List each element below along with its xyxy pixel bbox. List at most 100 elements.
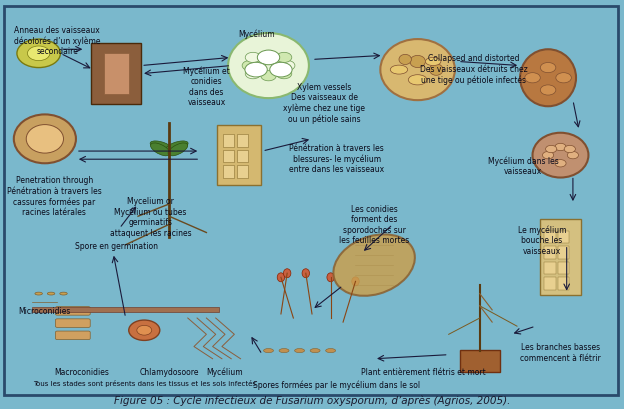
FancyBboxPatch shape <box>217 126 261 185</box>
Ellipse shape <box>310 349 320 353</box>
Text: Pénétration à travers les
blessures- le mycélium
entre dans les vaisseaux: Pénétration à travers les blessures- le … <box>290 144 384 174</box>
Circle shape <box>27 47 50 61</box>
Bar <box>237 135 248 147</box>
Bar <box>544 262 555 274</box>
Ellipse shape <box>567 152 578 160</box>
Ellipse shape <box>261 72 276 82</box>
Ellipse shape <box>14 115 76 164</box>
FancyBboxPatch shape <box>56 307 90 315</box>
Ellipse shape <box>26 125 64 154</box>
Ellipse shape <box>410 56 426 68</box>
Bar <box>544 247 555 259</box>
Ellipse shape <box>540 63 556 74</box>
Text: Tous les stades sont présents dans les tissus et les sols infectés: Tous les stades sont présents dans les t… <box>33 379 256 386</box>
Ellipse shape <box>564 146 575 153</box>
Text: Mycélium dans les
vaisseaux: Mycélium dans les vaisseaux <box>488 156 558 175</box>
Ellipse shape <box>520 50 576 107</box>
Ellipse shape <box>168 144 188 156</box>
Ellipse shape <box>166 142 188 152</box>
Text: Mycélium et
conidies
dans des
vaisseaux: Mycélium et conidies dans des vaisseaux <box>183 66 230 107</box>
Ellipse shape <box>326 349 336 353</box>
Circle shape <box>257 51 280 65</box>
Text: Microconidies: Microconidies <box>19 306 71 315</box>
Ellipse shape <box>525 74 540 84</box>
Ellipse shape <box>283 269 291 278</box>
Ellipse shape <box>263 349 273 353</box>
Ellipse shape <box>532 133 588 178</box>
Text: Spores formées par le mycélium dans le sol: Spores formées par le mycélium dans le s… <box>253 379 421 389</box>
Text: Spore en germination: Spore en germination <box>75 241 158 250</box>
Ellipse shape <box>390 66 407 75</box>
Ellipse shape <box>245 70 261 80</box>
Ellipse shape <box>333 235 415 296</box>
Ellipse shape <box>295 349 305 353</box>
FancyBboxPatch shape <box>104 54 129 95</box>
Circle shape <box>245 63 267 78</box>
Ellipse shape <box>352 277 359 286</box>
Ellipse shape <box>381 40 455 101</box>
Ellipse shape <box>408 76 427 85</box>
Ellipse shape <box>60 292 67 295</box>
Text: Mycelium or
Mycélium ou tubes
germinatifs
attaquent les racines: Mycelium or Mycélium ou tubes germinatif… <box>110 196 192 237</box>
Circle shape <box>17 40 61 68</box>
FancyBboxPatch shape <box>4 7 618 396</box>
Ellipse shape <box>245 53 261 63</box>
FancyBboxPatch shape <box>56 331 90 340</box>
Ellipse shape <box>276 70 292 80</box>
Ellipse shape <box>47 292 55 295</box>
Text: Plant entièrement flétris et mort: Plant entièrement flétris et mort <box>361 367 486 376</box>
FancyBboxPatch shape <box>540 220 581 295</box>
Ellipse shape <box>556 74 572 84</box>
Bar <box>544 278 555 290</box>
Bar <box>558 278 569 290</box>
Text: Xylem vessels
Des vaisseaux de
xylème chez une tige
ou un pétiole sains: Xylem vessels Des vaisseaux de xylème ch… <box>283 83 366 124</box>
Bar <box>558 247 569 259</box>
Bar <box>237 166 248 178</box>
Ellipse shape <box>261 51 276 61</box>
Bar <box>558 262 569 274</box>
Text: Collapsed and distorted
Des vaisseaux détruits chez
une tige ou pétiole infectés: Collapsed and distorted Des vaisseaux dé… <box>420 54 527 85</box>
Circle shape <box>129 320 160 341</box>
Circle shape <box>270 63 292 78</box>
FancyBboxPatch shape <box>92 44 141 105</box>
Ellipse shape <box>150 142 173 152</box>
Text: Chlamydosoore: Chlamydosoore <box>139 367 199 376</box>
Text: Mycélium: Mycélium <box>238 30 275 39</box>
Ellipse shape <box>540 85 556 96</box>
Bar <box>223 166 235 178</box>
Ellipse shape <box>277 273 285 282</box>
Ellipse shape <box>429 65 443 76</box>
Text: Figure 05 : Cycle infectieux de Fusarium oxysporum, d’après (Agrios, 2005).: Figure 05 : Cycle infectieux de Fusarium… <box>114 394 510 405</box>
Text: Macroconidies: Macroconidies <box>55 367 110 376</box>
Bar <box>223 135 235 147</box>
Ellipse shape <box>327 273 334 282</box>
Bar <box>223 151 235 163</box>
Ellipse shape <box>302 269 310 278</box>
Ellipse shape <box>150 144 170 156</box>
Bar <box>237 151 248 163</box>
Bar <box>558 231 569 243</box>
Text: Mycélium: Mycélium <box>207 367 243 376</box>
Ellipse shape <box>242 61 258 72</box>
Text: Anneau des vaisseaux
décolorés d’un xylème
secondaire: Anneau des vaisseaux décolorés d’un xylè… <box>14 26 100 56</box>
Text: Le mycélium
bouche les
vaisseaux: Le mycélium bouche les vaisseaux <box>517 225 566 255</box>
Ellipse shape <box>276 53 292 63</box>
Bar <box>544 231 555 243</box>
Ellipse shape <box>399 55 411 65</box>
Text: Les conidies
forment des
sporodoches sur
les feuilles mortes: Les conidies forment des sporodoches sur… <box>339 204 409 245</box>
FancyBboxPatch shape <box>56 319 90 328</box>
Ellipse shape <box>280 61 295 72</box>
Text: Les branches basses
commencent à flétrir: Les branches basses commencent à flétrir <box>520 343 601 362</box>
Text: Penetration through
Pénétration à travers les
cassures formées par
racines latér: Penetration through Pénétration à traver… <box>7 176 102 217</box>
Ellipse shape <box>545 146 557 153</box>
Ellipse shape <box>228 34 309 99</box>
FancyBboxPatch shape <box>460 350 500 372</box>
Ellipse shape <box>555 160 566 168</box>
Ellipse shape <box>426 58 441 66</box>
Circle shape <box>137 326 152 335</box>
Ellipse shape <box>555 144 566 151</box>
Ellipse shape <box>35 292 42 295</box>
Ellipse shape <box>279 349 289 353</box>
FancyBboxPatch shape <box>32 307 219 312</box>
Ellipse shape <box>542 152 553 160</box>
